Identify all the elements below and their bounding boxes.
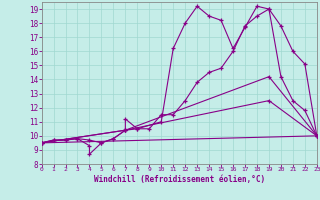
X-axis label: Windchill (Refroidissement éolien,°C): Windchill (Refroidissement éolien,°C) [94, 175, 265, 184]
